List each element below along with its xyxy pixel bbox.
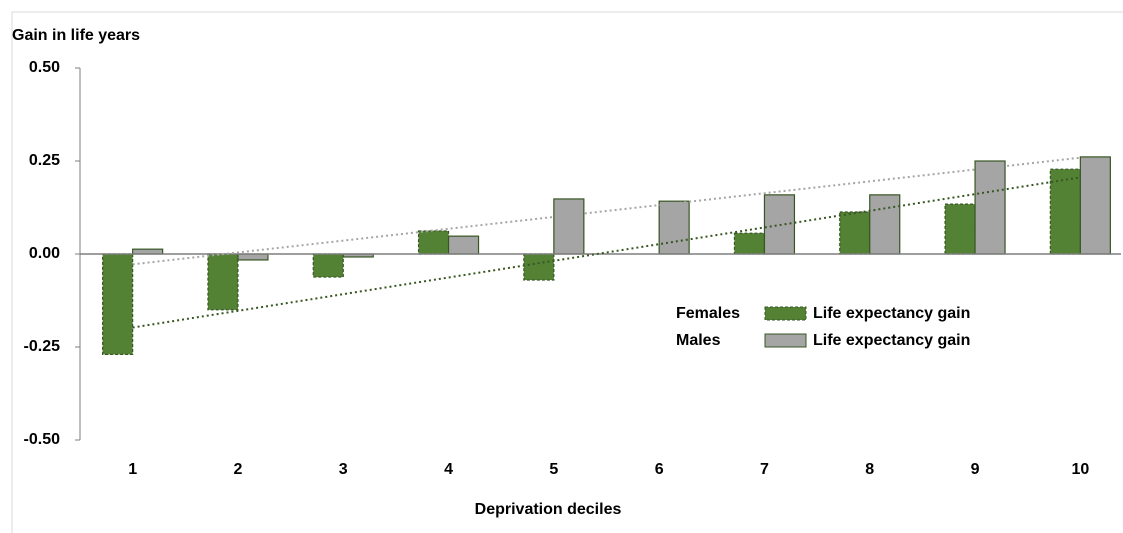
legend-group-label: Females: [676, 305, 740, 322]
x-tick-label: 1: [128, 461, 137, 478]
x-tick-label: 6: [655, 461, 664, 478]
legend-group-label: Males: [676, 332, 721, 349]
x-tick-label: 4: [444, 461, 453, 478]
legend-swatch: [764, 333, 807, 348]
bar: [1049, 168, 1081, 255]
x-tick-label: 5: [549, 461, 558, 478]
y-tick-label: 0.50: [29, 59, 60, 76]
x-tick-label: 3: [339, 461, 348, 478]
bar: [733, 232, 766, 255]
bar: [312, 253, 344, 278]
legend-label: Life expectancy gain: [813, 332, 970, 349]
bar: [974, 160, 1006, 255]
y-tick-label: -0.25: [24, 338, 61, 355]
bar: [839, 211, 871, 255]
bar: [658, 200, 690, 255]
bar: [1079, 156, 1111, 255]
chart-frame: [11, 11, 1123, 533]
y-tick-label: -0.50: [24, 431, 61, 448]
bar: [869, 194, 901, 255]
x-tick-label: 8: [865, 461, 874, 478]
x-tick-label: 10: [1071, 461, 1089, 478]
bar: [553, 198, 585, 255]
bar: [237, 253, 269, 261]
bar: [417, 230, 450, 255]
legend-swatch: [764, 306, 807, 321]
bar: [447, 235, 480, 255]
x-axis-title: Deprivation deciles: [475, 501, 622, 518]
bar: [944, 203, 976, 255]
bar: [207, 253, 239, 311]
bar: [102, 253, 134, 356]
y-tick-label: 0.00: [29, 245, 60, 262]
x-tick-label: 7: [760, 461, 769, 478]
x-tick-label: 9: [971, 461, 980, 478]
legend-label: Life expectancy gain: [813, 305, 970, 322]
y-tick-label: 0.25: [29, 152, 60, 169]
trendline: [132, 156, 1081, 266]
x-tick-label: 2: [233, 461, 242, 478]
y-axis-title: Gain in life years: [12, 27, 140, 44]
bar: [523, 253, 555, 281]
